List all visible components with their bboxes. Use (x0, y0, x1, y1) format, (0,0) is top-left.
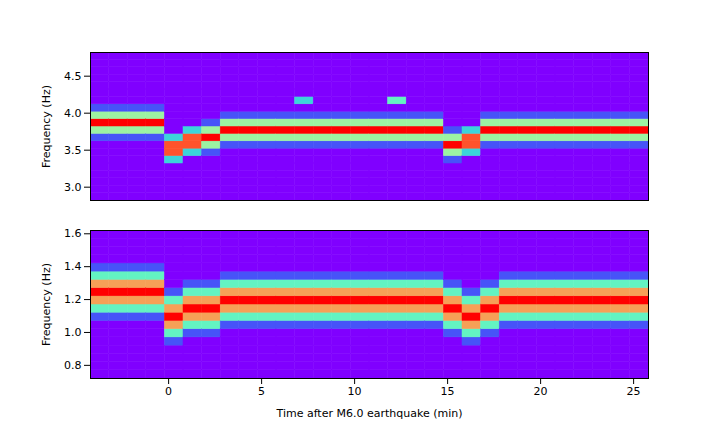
svg-text:15: 15 (441, 385, 455, 398)
svg-text:0.8: 0.8 (64, 359, 82, 372)
svg-text:25: 25 (627, 385, 641, 398)
svg-text:10: 10 (348, 385, 362, 398)
svg-text:Frequency (Hz): Frequency (Hz) (40, 85, 53, 168)
svg-text:1.0: 1.0 (64, 326, 82, 339)
svg-text:4.0: 4.0 (64, 107, 82, 120)
svg-text:3.0: 3.0 (64, 181, 82, 194)
svg-text:4.5: 4.5 (64, 70, 82, 83)
svg-text:5: 5 (258, 385, 265, 398)
svg-text:1.6: 1.6 (64, 227, 82, 240)
svg-text:3.5: 3.5 (64, 144, 82, 157)
svg-text:Frequency (Hz): Frequency (Hz) (40, 263, 53, 346)
svg-text:Time after M6.0 earthquake (mi: Time after M6.0 earthquake (min) (276, 407, 463, 420)
svg-text:20: 20 (534, 385, 548, 398)
svg-text:0: 0 (165, 385, 172, 398)
svg-text:1.2: 1.2 (64, 293, 82, 306)
svg-text:1.4: 1.4 (64, 260, 82, 273)
